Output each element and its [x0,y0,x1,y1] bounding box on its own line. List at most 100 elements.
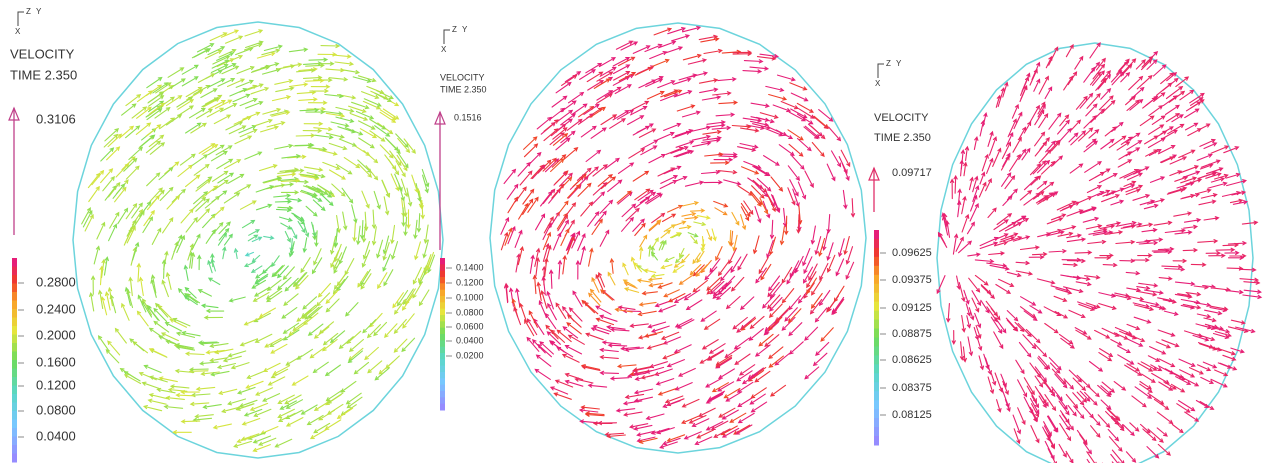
velocity-vectors [580,127,818,412]
velocity-vectors [274,194,290,197]
velocity-vectors [185,206,292,302]
velocity-vectors [167,91,393,400]
velocity-vectors [252,255,259,262]
color-bar-segment [874,284,879,293]
color-bar-segment [440,340,445,347]
velocity-vectors [815,237,821,254]
legend-label: 0.0800 [456,307,484,317]
axis-label: Y [36,7,42,16]
color-bar-segment [12,454,17,463]
quantity-label: VELOCITY [874,112,929,124]
velocity-vectors [664,290,679,297]
color-bar-segment [12,377,17,386]
velocity-vectors [92,44,262,320]
velocity-vectors [553,107,605,145]
velocity-vectors [312,222,316,236]
velocity-vectors [649,220,660,230]
velocity-vectors [232,143,376,410]
velocity-vectors [661,230,670,237]
velocity-vectors [634,216,709,272]
color-bar-segment [440,309,445,316]
legend-label: 0.0800 [36,402,76,417]
axis-label: Z [26,7,31,16]
velocity-vectors [543,267,619,359]
legend-label: 0.0400 [456,335,484,345]
velocity-vectors [648,343,665,349]
color-bar-segment [440,385,445,392]
legend-label: 0.09375 [892,274,932,286]
velocity-vectors [243,221,255,228]
velocity-vectors [97,50,370,417]
axis-triad [444,30,450,44]
velocity-vectors [208,230,259,273]
velocity-vectors [110,121,375,326]
velocity-vectors [943,63,1255,463]
color-bar-segment [874,266,879,275]
color-bar-segment [12,326,17,335]
velocity-vectors [185,199,302,305]
axis-label: X [875,79,881,88]
color-bar-segment [874,436,879,445]
velocity-vectors [203,98,420,442]
velocity-vectors [601,290,613,300]
legend-label: 0.0400 [36,428,76,443]
legend-label: 0.2400 [36,301,76,316]
time-label: TIME 2.350 [10,67,77,82]
color-bar-segment [12,420,17,429]
velocity-vectors [552,155,565,167]
color-bar-segment [440,334,445,341]
legend-label: 0.1600 [36,354,76,369]
velocity-vectors [610,259,613,273]
velocity-panel: ZYXVELOCITYTIME 2.3500.31060.28000.24000… [9,7,443,462]
velocity-vectors [140,109,390,349]
color-bar-segment [12,258,17,267]
velocity-vectors [765,335,779,347]
velocity-vectors [519,204,528,219]
color-bar-segment [12,292,17,301]
legend-label: 0.2000 [36,327,76,342]
color-bar-segment [12,267,17,276]
velocity-vectors [957,79,1246,463]
color-bar-segment [874,418,879,427]
reference-value: 0.3106 [36,111,76,126]
velocity-vectors [683,54,700,59]
velocity-vectors [600,87,621,246]
velocity-vectors [649,278,662,281]
velocity-vectors [715,208,727,215]
velocity-vectors [140,49,322,317]
color-bar-segment [440,391,445,398]
axis-triad [878,64,884,78]
velocity-vectors [291,228,296,239]
color-bar-segment [440,271,445,278]
velocity-vectors [118,152,389,408]
velocity-vectors [285,232,290,242]
velocity-vectors [234,249,237,259]
color-bar-segment [440,347,445,354]
color-bar-segment [12,403,17,412]
figure: ZYXVELOCITYTIME 2.3500.31060.28000.24000… [0,0,1264,463]
velocity-vectors [331,122,349,127]
color-bar-segment [12,411,17,420]
reference-value: 0.1516 [454,112,482,122]
velocity-vectors [737,321,751,332]
color-bar-segment [874,329,879,338]
velocity-vectors [528,133,645,399]
color-bar-segment [440,264,445,271]
velocity-vectors [640,247,643,259]
quantity-label: VELOCITY [10,46,75,61]
color-bar-segment [12,437,17,446]
velocity-vectors [211,260,215,272]
velocity-vectors [981,286,1244,339]
velocity-vectors [551,72,843,406]
velocity-vectors [101,85,296,281]
velocity-vectors [846,199,854,264]
velocity-vectors [202,304,218,307]
velocity-vectors [116,120,401,415]
time-label: TIME 2.350 [440,84,487,94]
quantity-label: VELOCITY [440,72,485,82]
velocity-vectors [538,159,775,222]
velocity-vectors [688,233,697,237]
velocity-vectors [209,278,220,284]
velocity-vectors [223,247,226,258]
velocity-vectors [694,222,705,226]
